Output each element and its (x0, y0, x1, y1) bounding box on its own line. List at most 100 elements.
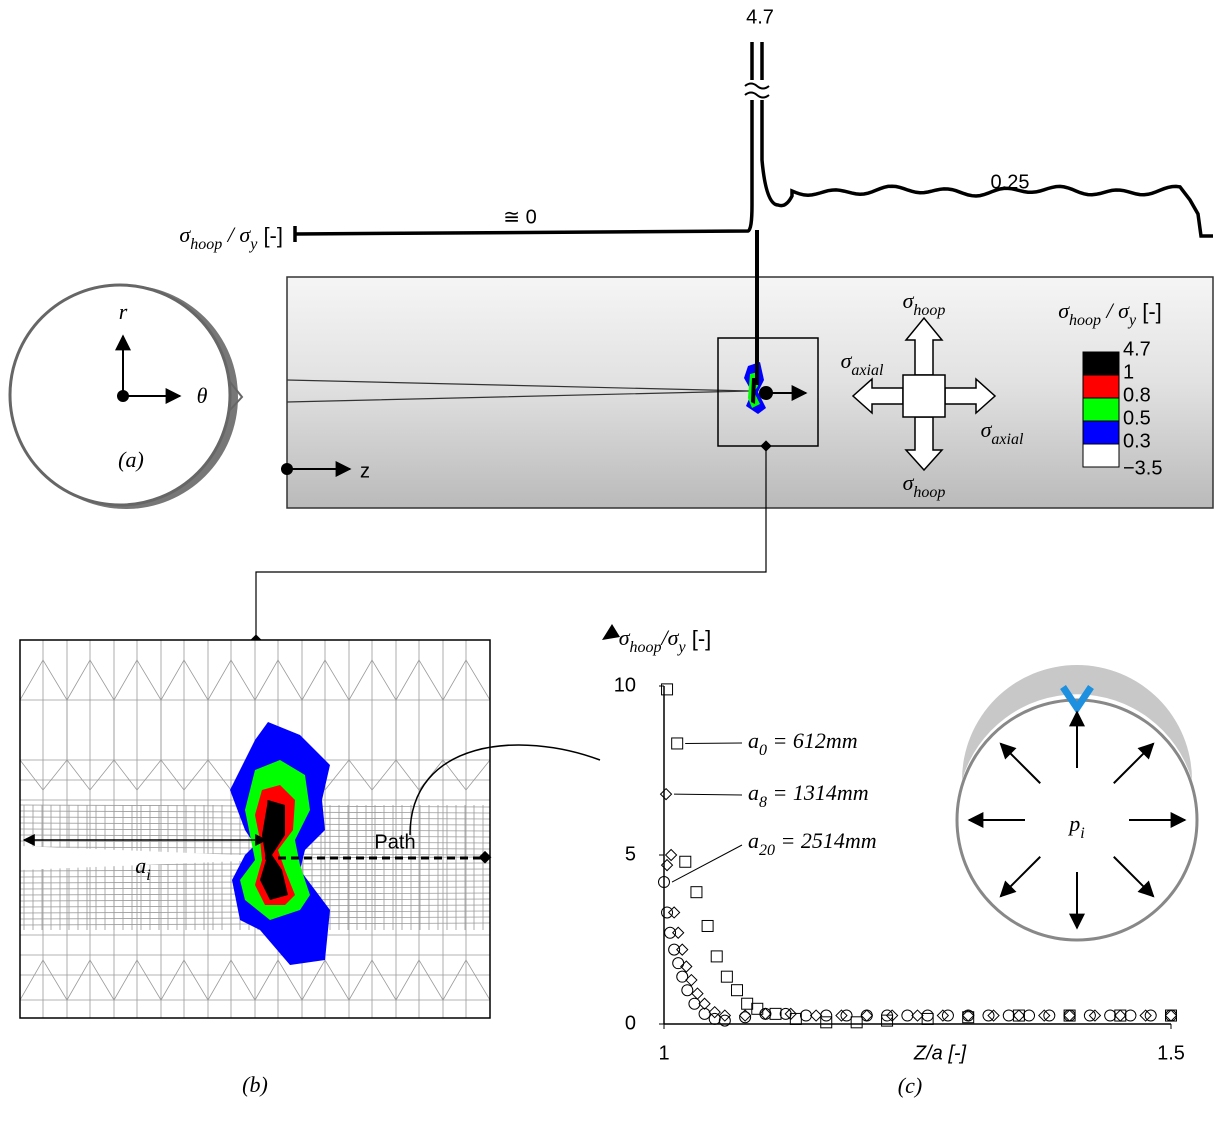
point (661, 789, 672, 800)
point (811, 1010, 822, 1021)
label-part: = 2514mm (775, 828, 877, 853)
label-part: = 612mm (767, 728, 858, 753)
peak-label: 4.7 (746, 6, 774, 28)
point (1013, 1010, 1024, 1021)
legend-level: 4.7 (1123, 338, 1151, 360)
point (770, 1008, 781, 1019)
legend-entry: a8 = 1314mm (748, 780, 869, 811)
panel-label: (a) (118, 447, 144, 472)
point (1013, 1010, 1024, 1021)
point (922, 1010, 933, 1021)
point (699, 998, 710, 1009)
point (742, 998, 753, 1009)
point (861, 1010, 872, 1021)
point (672, 738, 683, 749)
mesh-panel: Path (b) (20, 624, 620, 1097)
subscript: hoop (630, 639, 662, 656)
subscript: axial (991, 431, 1024, 448)
subscript: i (1080, 825, 1084, 842)
label-part: a (748, 780, 759, 805)
point (662, 860, 673, 871)
legend-swatch (1083, 444, 1119, 467)
point (689, 998, 700, 1009)
legend-swatch (1083, 375, 1119, 398)
label-part: [-] (1136, 299, 1162, 324)
figure: r θ (a) σhoop / σy [-]4.7≅ 00.25 z σhoop… (0, 0, 1220, 1134)
legend-level: 0.8 (1123, 384, 1151, 406)
legend-entry: a20 = 2514mm (748, 828, 877, 859)
point (711, 951, 722, 962)
point (1125, 1010, 1136, 1021)
point (732, 985, 743, 996)
panel-label: (c) (898, 1073, 922, 1098)
point (851, 1017, 862, 1028)
legend-level: 0.3 (1123, 430, 1151, 452)
point (821, 1017, 832, 1028)
x-axis-label: Z/a [-] (913, 1042, 967, 1064)
y-tick-label: 0 (625, 1012, 636, 1034)
left-level-label: ≅ 0 (503, 206, 536, 228)
label-part: /σ (660, 625, 680, 650)
point (699, 1008, 710, 1019)
mesh-line (490, 660, 537, 790)
subscript: hoop (1069, 312, 1101, 329)
point (902, 1010, 913, 1021)
x-tick-label: 1 (658, 1042, 669, 1064)
point (691, 887, 702, 898)
label-part: [-] (257, 223, 283, 248)
point (682, 985, 693, 996)
label-part: a (135, 853, 146, 878)
label-part: = 1314mm (767, 780, 869, 805)
element (903, 375, 945, 417)
label-part: [-] (686, 626, 712, 651)
point (821, 1010, 832, 1021)
legend-swatch (1083, 421, 1119, 444)
legend-leader (672, 845, 742, 882)
point (677, 971, 688, 982)
point (709, 1007, 720, 1018)
legend-entry: a0 = 612mm (748, 728, 858, 759)
point (702, 920, 713, 931)
pressure-sketch: pi (957, 665, 1197, 940)
subscript: 20 (759, 842, 775, 859)
point (709, 1013, 720, 1024)
subscript: axial (851, 362, 884, 379)
point (1166, 1010, 1177, 1021)
legend-level: 0.5 (1123, 407, 1151, 429)
point (1003, 1010, 1014, 1021)
contour-panel: z σhoopσhoopσaxialσaxialσhoop / σy [-]4.… (250, 230, 1213, 646)
mesh-line (490, 960, 537, 1000)
stress-profile: σhoop / σy [-]4.7≅ 00.25 (179, 6, 1213, 253)
stress-curve (295, 42, 1213, 242)
label-part: / σ (1101, 298, 1130, 323)
theta-label: θ (197, 383, 208, 408)
y-tick-label: 5 (625, 843, 636, 865)
point (669, 944, 680, 955)
point (912, 1010, 923, 1021)
point (665, 927, 676, 938)
subscript: 0 (759, 742, 767, 759)
point (662, 907, 673, 918)
label-part: / σ (222, 222, 251, 247)
label-part: a (748, 828, 759, 853)
point (721, 971, 732, 982)
point (673, 958, 684, 969)
point (1105, 1010, 1116, 1021)
subscript: hoop (913, 302, 945, 319)
z-label: z (360, 460, 370, 482)
axis-break (745, 84, 769, 98)
subscript: hoop (913, 484, 945, 501)
point (666, 850, 677, 861)
y-tick-label: 10 (614, 674, 636, 696)
point (1115, 1010, 1126, 1021)
panel-label: (b) (242, 1072, 268, 1097)
point (790, 1013, 801, 1024)
arrow-head (602, 624, 620, 640)
legend-level: −3.5 (1123, 457, 1162, 479)
point (680, 856, 691, 867)
point (1024, 1010, 1035, 1021)
legend-leader (674, 794, 742, 795)
x-tick-label: 1.5 (1157, 1042, 1185, 1064)
label-part: p (1067, 811, 1080, 836)
pipe-section: r θ (a) (10, 285, 262, 509)
